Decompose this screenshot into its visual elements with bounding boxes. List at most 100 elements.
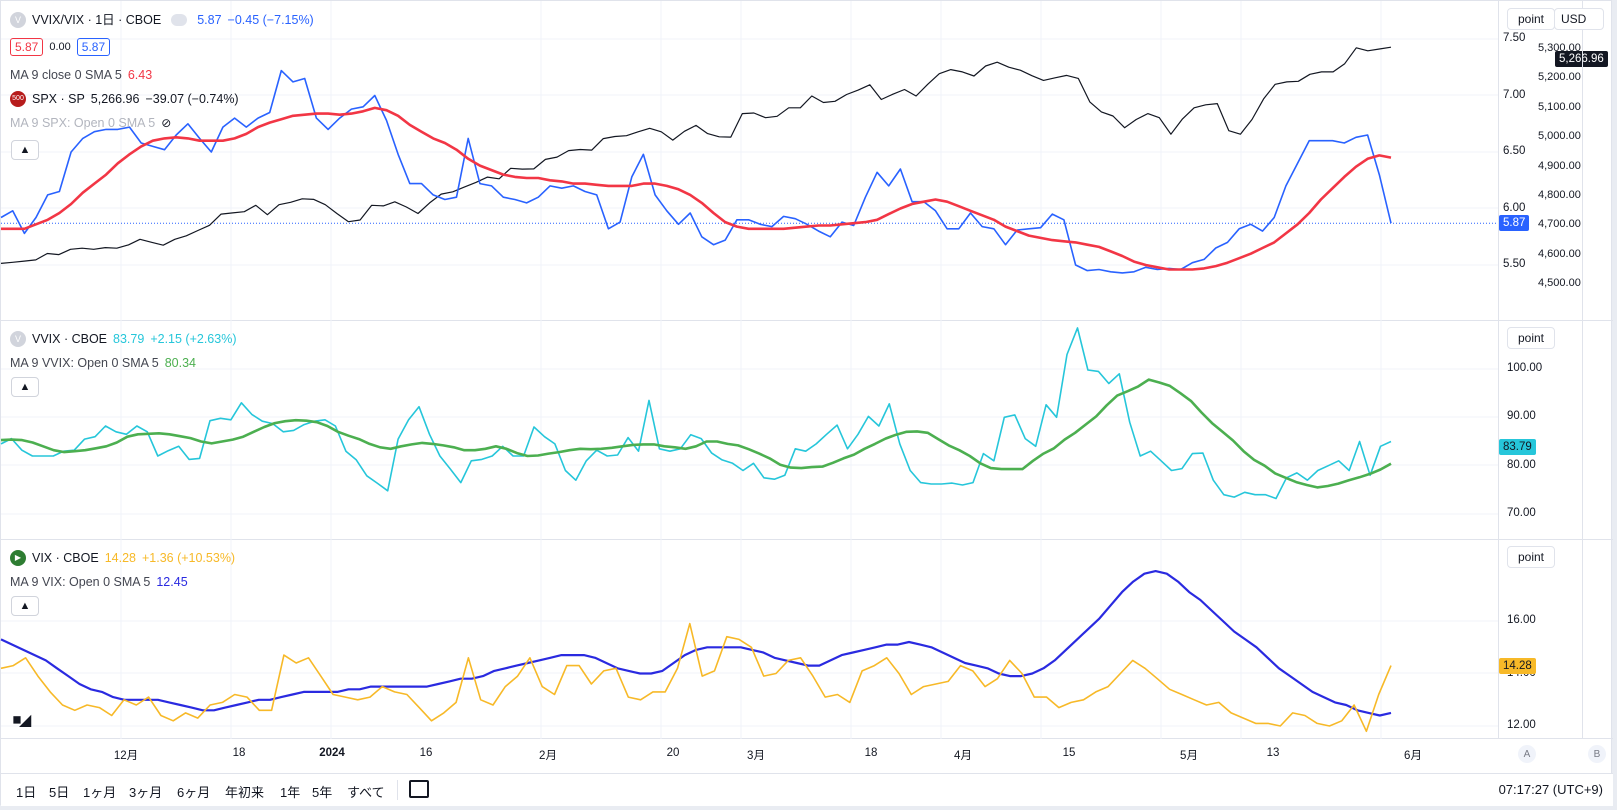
bottom-toolbar: 1日 5日 1ヶ月 3ヶ月 6ヶ月 年初来 1年 5年 すべて 07:17:27…: [1, 773, 1613, 806]
eye-icon[interactable]: [171, 14, 188, 26]
ratio-tick: 7.00: [1503, 88, 1526, 101]
legend-title[interactable]: VVIX/VIX · 1日 · CBOE: [32, 13, 162, 27]
time-axis-label: 3月: [747, 750, 765, 762]
time-axis-label: 20: [666, 747, 680, 759]
range-3m-button[interactable]: 3ヶ月: [129, 785, 163, 800]
play-icon: ▶: [10, 550, 26, 566]
legend-ma-vix[interactable]: MA 9 VIX: Open 0 SMA 5 12.45: [10, 573, 188, 591]
legend-change: +2.15 (+2.63%): [150, 332, 237, 346]
vvix-tick: 70.00: [1507, 507, 1536, 519]
ma-value: 6.43: [127, 68, 153, 82]
range-6m-button[interactable]: 6ヶ月: [177, 785, 211, 800]
spx-tick: 4,900.00: [1538, 159, 1581, 172]
symbol-icon: V: [10, 331, 26, 347]
scale-mode-button[interactable]: point: [1507, 8, 1555, 30]
spx-icon: 500: [10, 91, 26, 107]
range-all-button[interactable]: すべて: [347, 785, 385, 800]
spx-label: SPX · SP: [32, 92, 85, 106]
sell-tag[interactable]: 5.87: [10, 38, 44, 56]
spx-tick: 5,000.00: [1538, 130, 1581, 143]
price-scale-currency[interactable]: [1582, 1, 1613, 321]
currency-label: USD: [1561, 12, 1587, 26]
vix-series-line: [0, 622, 1392, 733]
spread-tag: 0.00: [49, 41, 71, 53]
spx-tick: 4,800.00: [1538, 188, 1581, 201]
scale-mode-button[interactable]: point: [1507, 546, 1555, 568]
price-scale-ratio[interactable]: 7.50 7.00 6.50 6.00 5.50 5,300.00 5,200.00 5,10…: [1498, 1, 1608, 321]
legend-tags: 5.87 0.00 5.87: [10, 38, 111, 56]
spx-tick: 5,200.00: [1538, 71, 1581, 84]
collapse-legend-button[interactable]: ▲: [11, 140, 39, 160]
vvix-series-line: [0, 327, 1392, 500]
legend-spx[interactable]: 500 SPX · SP 5,266.96 −39.07 (−0.74%): [10, 90, 239, 108]
legend-spx-ma[interactable]: MA 9 SPX: Open 0 SMA 5 ⊘: [10, 114, 171, 132]
collapse-legend-button[interactable]: ▲: [11, 596, 39, 616]
ratio-tick: 7.50: [1503, 32, 1526, 44]
ratio-last-label: 5.87: [1499, 215, 1530, 232]
legend-vvix[interactable]: V VVIX · CBOE 83.79 +2.15 (+2.63%): [10, 330, 236, 348]
range-5y-button[interactable]: 5年: [312, 785, 333, 800]
range-5d-button[interactable]: 5日: [49, 785, 70, 800]
ratio-series-line: [0, 69, 1392, 274]
time-axis-label: 2024: [319, 747, 345, 759]
time-axis-label: 4月: [954, 750, 972, 762]
hidden-eye-icon[interactable]: ⊘: [161, 116, 172, 130]
chevron-up-icon: ▲: [19, 381, 31, 393]
log-scale-button[interactable]: B: [1588, 745, 1606, 763]
vvix-tick: 100.00: [1507, 362, 1543, 374]
clock-time[interactable]: 07:17:27 (UTC+9): [1498, 782, 1603, 797]
legend-value: 14.28: [104, 551, 136, 565]
legend-ma-vvix[interactable]: MA 9 VVIX: Open 0 SMA 5 80.34: [10, 354, 196, 372]
legend-change: −0.45 (−7.15%): [227, 13, 314, 27]
ma-value: 80.34: [164, 356, 196, 370]
spx-series-line: [0, 46, 1392, 264]
ma-label: MA 9 VIX: Open 0 SMA 5: [10, 575, 151, 589]
vix-last-label: 14.28: [1499, 658, 1536, 675]
collapse-legend-button[interactable]: ▲: [11, 377, 39, 397]
time-axis-label: 13: [1266, 747, 1280, 759]
currency-button[interactable]: USD: [1554, 8, 1604, 30]
spx-ma-label: MA 9 SPX: Open 0 SMA 5: [10, 116, 156, 130]
scale-mode-button[interactable]: point: [1507, 327, 1555, 349]
legend-ratio: V VVIX/VIX · 1日 · CBOE 5.87 −0.45 (−7.15…: [10, 11, 314, 29]
range-1m-button[interactable]: 1ヶ月: [83, 785, 117, 800]
pane-ratio-plot[interactable]: [0, 1, 1498, 321]
pane-vix: ▶ VIX · CBOE 14.28 +1.36 (+10.53%) MA 9 …: [0, 540, 1498, 739]
symbol-icon: V: [10, 12, 26, 28]
spx-tick: 4,600.00: [1538, 247, 1581, 260]
chevron-up-icon: ▲: [19, 600, 31, 612]
ma-value: 12.45: [156, 575, 188, 589]
buy-tag[interactable]: 5.87: [76, 38, 111, 56]
legend-change: +1.36 (+10.53%): [141, 551, 236, 565]
time-axis-label: 18: [864, 747, 878, 759]
vvix-tick: 80.00: [1507, 458, 1536, 471]
spx-tick: 4,500.00: [1538, 277, 1581, 289]
auto-scale-button[interactable]: A: [1518, 745, 1536, 763]
scale-spacer: [1582, 321, 1613, 540]
vvix-tick: 90.00: [1507, 410, 1536, 423]
price-scale-vvix[interactable]: 100.00 90.00 80.00 70.00 83.79: [1498, 321, 1582, 540]
time-axis-label: 5月: [1180, 750, 1198, 762]
tradingview-logo-icon[interactable]: ⏹◢: [13, 712, 31, 729]
time-axis-label: 16: [419, 747, 433, 759]
time-axis[interactable]: 12月 18 2024 16 2月 20 3月 18 4月 15 5月 13 6月: [1, 739, 1498, 773]
date-range-calendar-icon[interactable]: [409, 780, 429, 798]
range-1y-button[interactable]: 1年: [280, 785, 301, 800]
pane-vvix-plot[interactable]: [0, 321, 1498, 540]
ratio-tick: 5.50: [1503, 258, 1526, 270]
separator: [397, 780, 398, 800]
time-axis-label: 2月: [539, 750, 557, 762]
range-1d-button[interactable]: 1日: [16, 785, 37, 800]
legend-title: VIX · CBOE: [32, 551, 99, 565]
legend-ma-ratio[interactable]: MA 9 close 0 SMA 5 6.43: [10, 66, 152, 84]
range-ytd-button[interactable]: 年初来: [225, 785, 265, 800]
legend-vix[interactable]: ▶ VIX · CBOE 14.28 +1.36 (+10.53%): [10, 549, 235, 567]
vvix-ma-line: [0, 378, 1392, 489]
vix-tick: 16.00: [1507, 614, 1536, 626]
time-axis-label: 6月: [1404, 750, 1422, 762]
legend-title: VVIX · CBOE: [32, 332, 108, 346]
pane-vix-plot[interactable]: [0, 540, 1498, 739]
legend-value: 5.87: [197, 13, 222, 27]
